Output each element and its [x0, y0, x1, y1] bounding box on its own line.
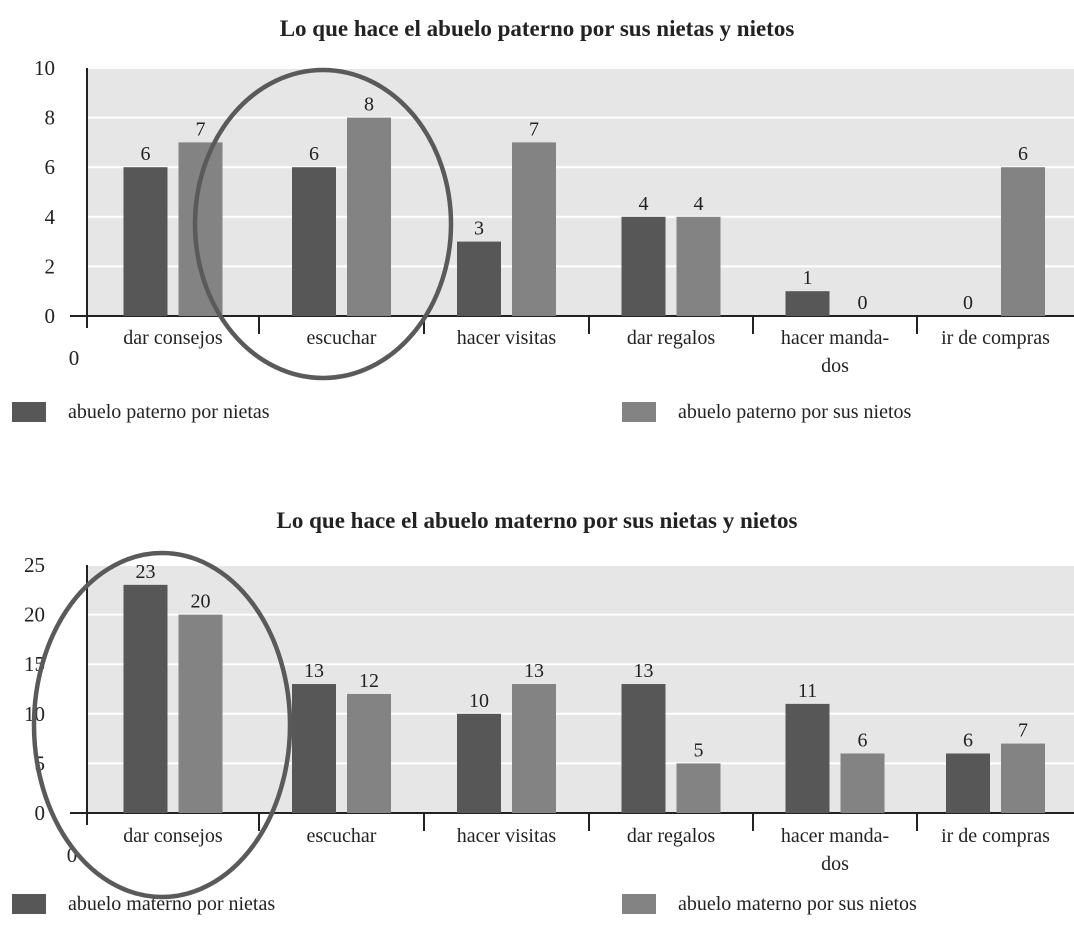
bar-value-label: 6 [963, 729, 973, 751]
bar [785, 291, 830, 316]
bar [676, 763, 721, 813]
category-label: ir de compras [941, 327, 1050, 349]
bar-value-label: 12 [359, 670, 379, 692]
bar-value-label: 3 [474, 218, 484, 240]
bar [123, 167, 168, 316]
bar-value-label: 4 [639, 193, 649, 215]
category-label: dar consejos [123, 327, 223, 349]
bar-value-label: 13 [304, 660, 324, 682]
bar [457, 241, 501, 316]
legend-label: abuelo paterno por sus nietos [678, 401, 911, 423]
bar-value-label: 4 [694, 193, 704, 215]
legend-swatch [622, 894, 656, 914]
bar-value-label: 13 [524, 660, 544, 682]
bar-value-label: 23 [136, 561, 156, 583]
bar [123, 584, 168, 813]
bar [676, 216, 721, 316]
bar-value-label: 20 [191, 591, 211, 613]
bar-value-label: 13 [634, 660, 654, 682]
y-tick-label: 0 [35, 801, 46, 825]
plot-area [87, 68, 1074, 316]
legend-swatch [12, 402, 46, 422]
bar-value-label: 5 [694, 739, 704, 761]
bar-value-label: 6 [141, 143, 151, 165]
highlight-circle [31, 550, 293, 900]
category-label: hacer manda- [781, 327, 889, 349]
bar [785, 703, 830, 813]
y-tick-label: 25 [24, 553, 45, 577]
legend-swatch [622, 402, 656, 422]
category-label: hacer manda- [781, 825, 889, 847]
origin-label: 0 [69, 346, 80, 370]
chart-title: Lo que hace el abuelo materno por sus ni… [277, 508, 798, 533]
bar [1001, 743, 1045, 813]
y-tick-label: 10 [34, 56, 55, 80]
bar [178, 142, 223, 316]
bar [512, 142, 556, 316]
bar-value-label: 6 [1018, 143, 1028, 165]
chart-paternal: Lo que hace el abuelo paterno por sus ni… [12, 16, 1074, 423]
bar [621, 684, 666, 813]
category-label: dar regalos [627, 327, 716, 349]
bar-value-label: 0 [963, 292, 973, 314]
legend-label: abuelo paterno por nietas [68, 401, 270, 423]
category-label: hacer visitas [457, 825, 557, 847]
bar [946, 753, 990, 813]
legend-label: abuelo materno por sus nietos [678, 893, 917, 915]
bar [347, 117, 391, 316]
legend-label: abuelo materno por nietas [68, 893, 275, 915]
bar [1001, 167, 1045, 316]
y-tick-label: 20 [24, 603, 45, 627]
origin-label: 0 [67, 843, 78, 867]
y-tick-label: 4 [45, 205, 56, 229]
plot-area [87, 565, 1074, 813]
category-label: escuchar [307, 327, 377, 349]
bar-value-label: 7 [529, 118, 539, 140]
category-label: escuchar [307, 825, 377, 847]
category-label: dos [821, 853, 849, 875]
y-tick-label: 2 [45, 254, 56, 278]
bar-value-label: 1 [803, 267, 813, 289]
y-tick-label: 6 [45, 155, 56, 179]
bar-value-label: 0 [858, 292, 868, 314]
category-label: hacer visitas [457, 327, 557, 349]
y-tick-label: 0 [45, 304, 56, 328]
chart-title: Lo que hace el abuelo paterno por sus ni… [280, 16, 795, 41]
bar-value-label: 10 [469, 690, 489, 712]
category-label: dos [821, 355, 849, 377]
bar [512, 684, 556, 813]
y-tick-label: 8 [45, 106, 56, 130]
bar-value-label: 6 [309, 143, 319, 165]
bar [178, 614, 223, 813]
legend-swatch [12, 894, 46, 914]
bar [292, 167, 336, 316]
bar-value-label: 6 [858, 729, 868, 751]
bar [621, 216, 666, 316]
bar-value-label: 7 [196, 118, 206, 140]
y-tick-label: 5 [35, 751, 46, 775]
bar-value-label: 7 [1018, 720, 1028, 742]
bar-value-label: 8 [364, 94, 374, 116]
highlight-circle [192, 67, 454, 381]
bar-value-label: 11 [798, 680, 817, 702]
category-label: dar regalos [627, 825, 716, 847]
bar [840, 753, 885, 813]
chart-maternal: Lo que hace el abuelo materno por sus ni… [12, 508, 1074, 915]
category-label: dar consejos [123, 825, 223, 847]
bar [347, 693, 391, 813]
bar [457, 713, 501, 813]
bar [292, 684, 336, 813]
category-label: ir de compras [941, 825, 1050, 847]
